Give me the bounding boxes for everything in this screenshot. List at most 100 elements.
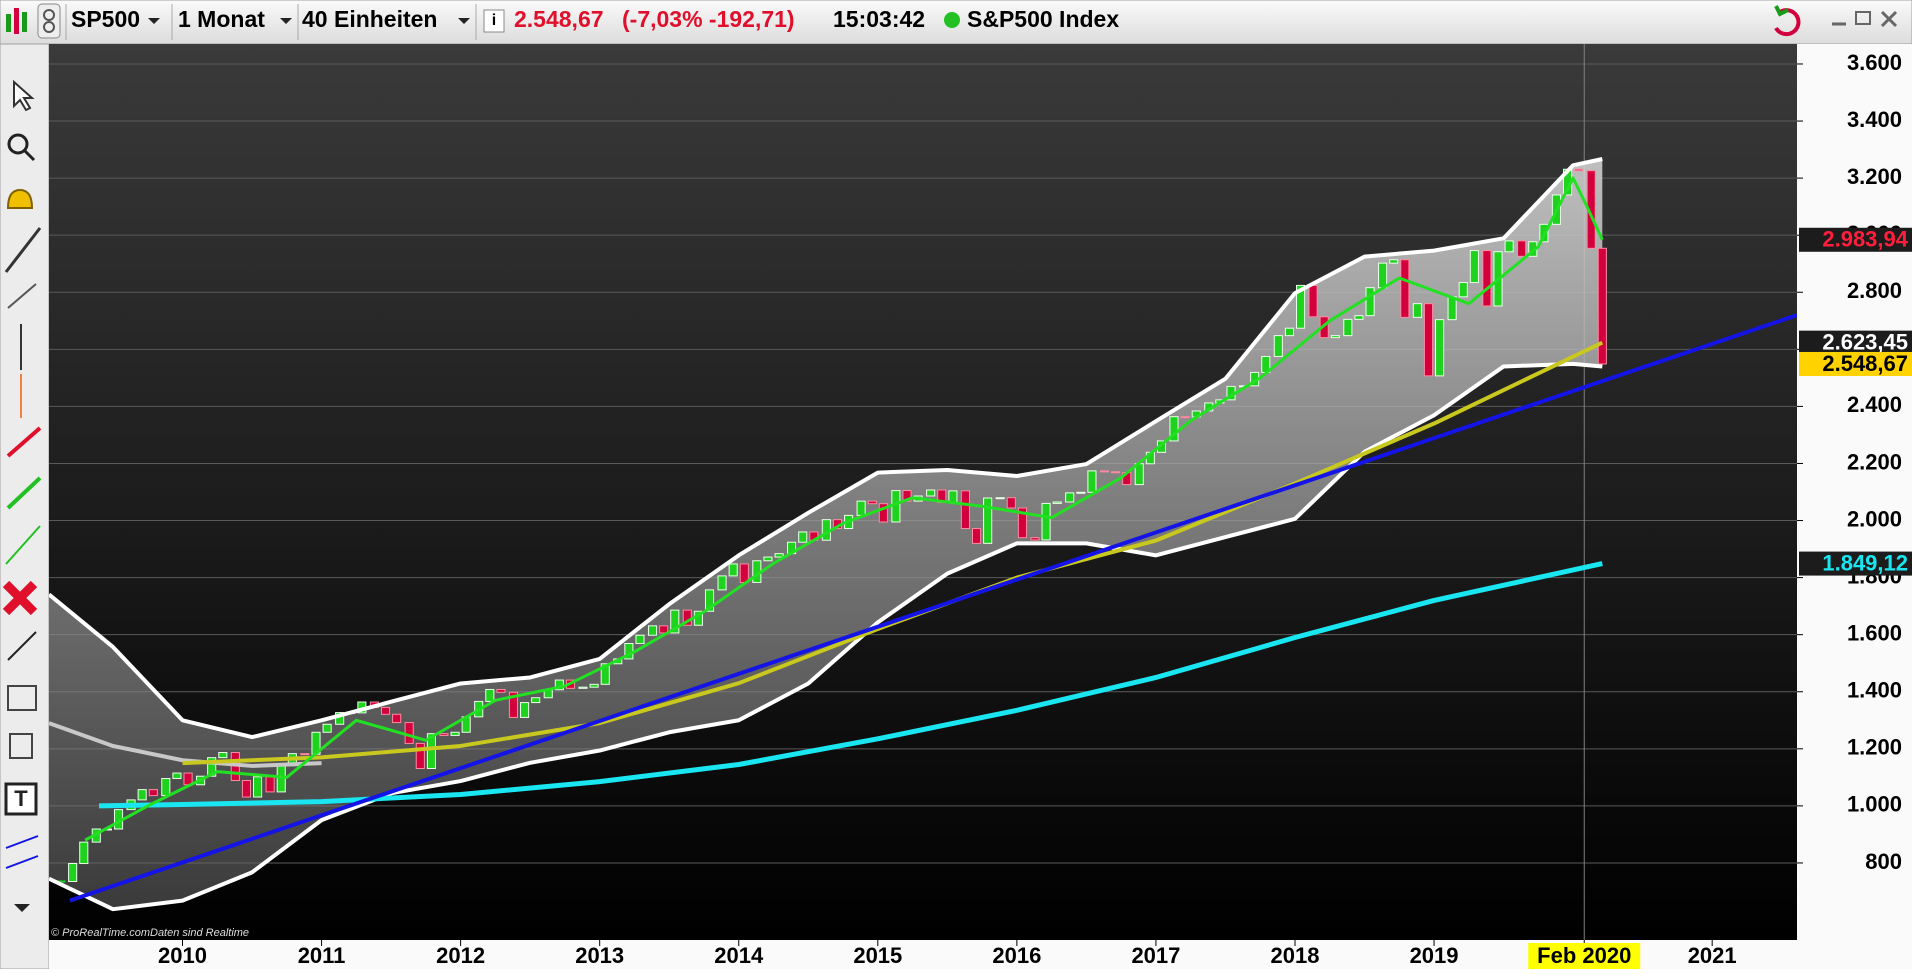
- drawing-tools[interactable]: T: [2, 79, 42, 912]
- band-upper: [49, 157, 1603, 740]
- candle: [1597, 247, 1607, 365]
- candle: [172, 772, 182, 779]
- indicator-line: [99, 561, 1603, 809]
- candle: [1458, 282, 1468, 298]
- candle: [728, 563, 738, 577]
- candle: [798, 531, 808, 543]
- candle: [1354, 315, 1364, 320]
- candle: [148, 789, 158, 797]
- candle: [659, 625, 669, 634]
- candle: [670, 609, 680, 634]
- y-tick-label: 1.200: [1847, 735, 1902, 760]
- credit: © ProRealTime.com: [51, 927, 150, 939]
- candle: [415, 742, 425, 770]
- candle: [1343, 318, 1353, 337]
- credit-note: Daten sind Realtime: [150, 927, 249, 939]
- price-tag-label: 2.623,45: [1822, 329, 1908, 354]
- x-tick-label: 2018: [1271, 943, 1320, 968]
- candle: [426, 733, 436, 770]
- candle: [1482, 250, 1492, 307]
- x-tick-label: 2021: [1688, 943, 1737, 968]
- y-tick-label: 1.400: [1847, 678, 1902, 703]
- y-tick-label: 2.800: [1847, 278, 1902, 303]
- candle: [68, 863, 78, 883]
- svg-text:i: i: [492, 12, 496, 29]
- candle: [774, 553, 784, 558]
- y-tick-label: 3.600: [1847, 50, 1902, 75]
- candle: [635, 634, 645, 645]
- candle: [1365, 287, 1375, 317]
- x-tick-label: 2019: [1410, 943, 1459, 968]
- candle: [1087, 470, 1097, 493]
- units[interactable]: 40 Einheiten: [302, 6, 437, 32]
- axes: 8001.0001.2001.4001.6001.8002.0002.2002.…: [158, 50, 1912, 969]
- candle: [79, 841, 89, 865]
- y-tick-label: 2.000: [1847, 506, 1902, 531]
- candle: [1111, 471, 1121, 474]
- price-tag: [1799, 227, 1912, 252]
- candle: [276, 765, 286, 793]
- candle: [439, 733, 449, 736]
- candle: [960, 490, 970, 530]
- price-tag: [1799, 551, 1912, 576]
- price-tag: [1799, 351, 1912, 376]
- candle: [404, 722, 414, 744]
- candle: [531, 697, 541, 704]
- candle: [878, 503, 888, 523]
- candle: [1400, 259, 1410, 318]
- candle: [161, 777, 171, 797]
- y-tick-label: 3.400: [1847, 107, 1902, 132]
- candle: [589, 683, 599, 688]
- candle: [1308, 284, 1318, 318]
- x-tick-label: 2015: [853, 943, 902, 968]
- cursor-label-bg: [1528, 943, 1641, 969]
- period[interactable]: 1 Monat: [178, 6, 265, 32]
- x-tick-label: 2017: [1131, 943, 1180, 968]
- candle: [392, 713, 402, 724]
- candle: [1435, 319, 1445, 377]
- candle: [1099, 470, 1110, 473]
- x-tick-label: 2013: [575, 943, 624, 968]
- candle: [1076, 491, 1086, 494]
- candle: [971, 528, 982, 544]
- candle: [600, 663, 610, 685]
- candle: [253, 776, 263, 798]
- symbol[interactable]: SP500: [71, 6, 140, 32]
- candle: [578, 686, 588, 689]
- y-tick-label: 2.200: [1847, 449, 1902, 474]
- indicator-line: [84, 176, 1604, 842]
- x-tick-label: 2010: [158, 943, 207, 968]
- change: (-7,03% -192,71): [622, 6, 795, 32]
- candle: [1504, 240, 1514, 253]
- y-tick-label: 3.200: [1847, 164, 1902, 189]
- candle: [508, 691, 519, 718]
- candle: [1423, 303, 1434, 377]
- candle: [983, 497, 993, 544]
- candle: [1052, 501, 1062, 504]
- y-axis-panel: [1797, 44, 1912, 969]
- x-tick-label: 2016: [992, 943, 1041, 968]
- candle: [300, 753, 310, 756]
- candle: [1574, 168, 1584, 172]
- candle: [1517, 240, 1527, 257]
- candle: [137, 789, 147, 801]
- candle: [496, 688, 506, 693]
- candle: [1169, 416, 1179, 442]
- x-tick-label: Feb 2020: [1537, 943, 1631, 968]
- candle: [1065, 492, 1075, 503]
- y-tick-label: 800: [1865, 849, 1902, 874]
- candle: [763, 556, 773, 562]
- candle: [485, 688, 495, 702]
- candle: [717, 575, 727, 591]
- instrument: S&P500 Index: [967, 6, 1119, 32]
- x-tick-label: 2014: [714, 943, 764, 968]
- candle: [1295, 284, 1306, 329]
- candle: [1412, 303, 1422, 318]
- candle: [1273, 335, 1283, 357]
- y-tick-label: 1.600: [1847, 620, 1902, 645]
- price-tag-label: 2.548,67: [1822, 351, 1908, 376]
- candle: [1180, 416, 1190, 419]
- candle: [739, 563, 749, 583]
- candle: [450, 731, 460, 736]
